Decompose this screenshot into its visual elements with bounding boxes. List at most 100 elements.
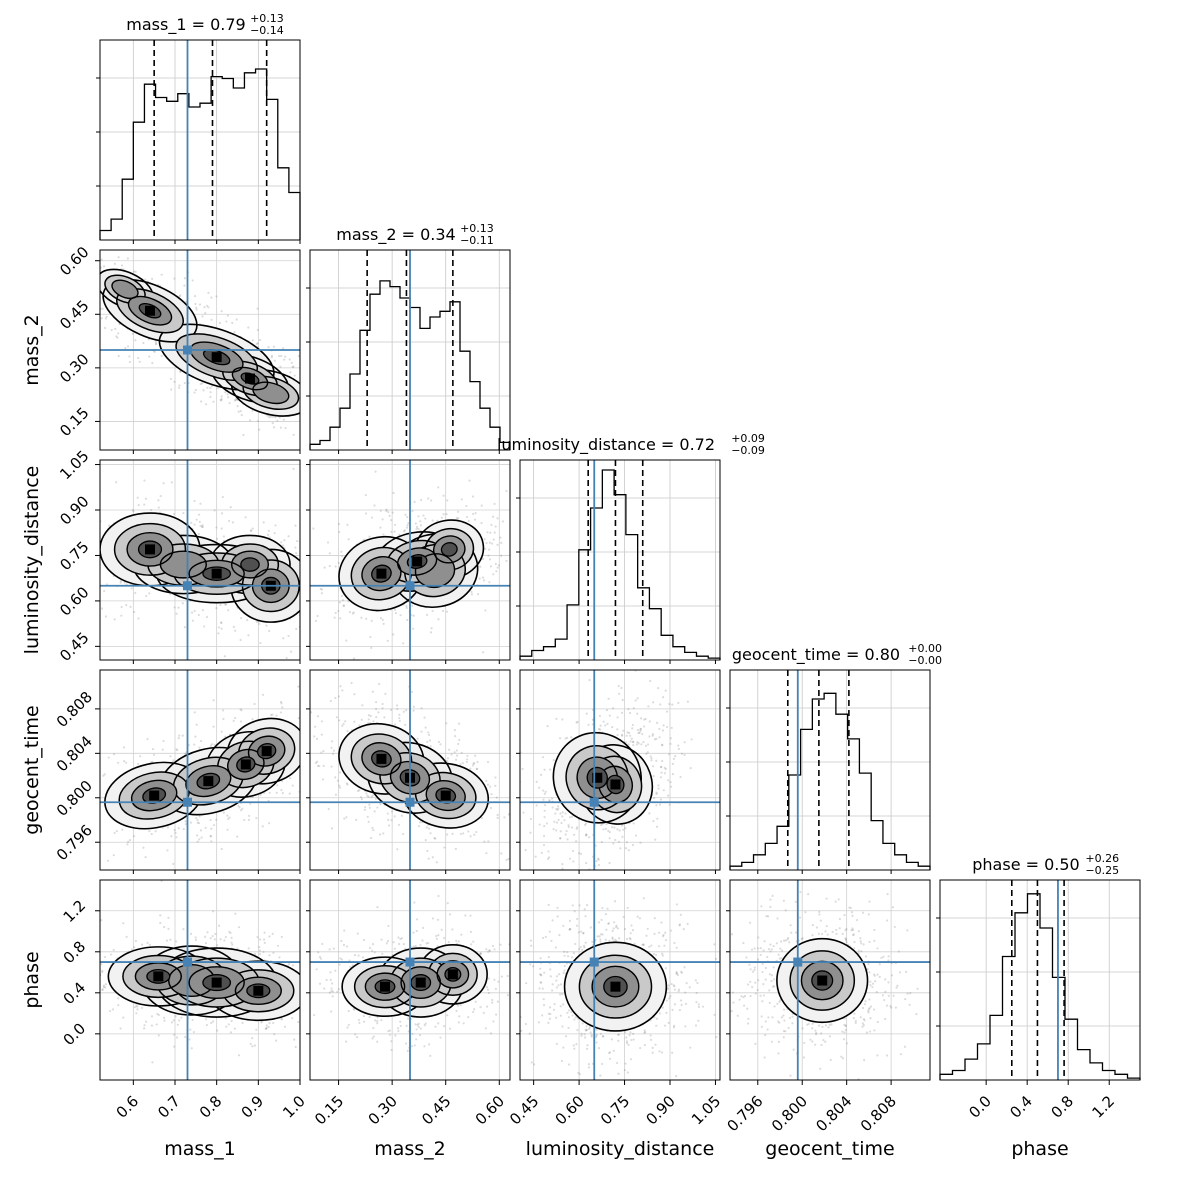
sample-point — [300, 732, 302, 734]
sample-point — [341, 599, 345, 602]
sample-point — [216, 537, 219, 540]
sample-point — [315, 737, 319, 740]
sample-point — [201, 315, 204, 318]
density-peak — [203, 776, 214, 787]
sample-point — [169, 377, 173, 381]
sample-point — [287, 634, 290, 638]
sample-point — [173, 512, 176, 516]
sample-point — [669, 742, 672, 745]
sample-point — [496, 517, 499, 520]
sample-point — [597, 863, 601, 867]
sample-point — [297, 716, 300, 720]
sample-point — [313, 556, 315, 558]
sample-point — [268, 935, 271, 938]
sample-point — [262, 521, 265, 524]
truth-marker — [589, 797, 599, 807]
sample-point — [198, 746, 201, 749]
sample-point — [204, 826, 207, 829]
sample-point — [655, 792, 658, 795]
sample-point — [587, 836, 591, 839]
sample-point — [96, 526, 98, 528]
sample-point — [495, 796, 498, 799]
density-peak — [245, 373, 255, 384]
sample-point — [424, 838, 427, 842]
sample-point — [290, 361, 293, 365]
sample-point — [512, 789, 514, 791]
sample-point — [113, 831, 116, 835]
sample-point — [422, 514, 425, 517]
sample-point — [465, 760, 468, 764]
sample-point — [583, 823, 587, 827]
sample-point — [644, 744, 648, 747]
sample-point — [415, 525, 419, 528]
contour-line — [399, 769, 421, 787]
sample-point — [79, 526, 81, 528]
sample-point — [584, 834, 588, 837]
sample-point — [338, 771, 342, 774]
sample-point — [221, 709, 225, 712]
sample-point — [132, 270, 136, 273]
sample-point — [492, 515, 495, 518]
sample-point — [280, 1017, 283, 1020]
sample-point — [203, 625, 206, 628]
sample-point — [542, 834, 546, 838]
sample-point — [90, 563, 92, 565]
sample-point — [256, 307, 259, 310]
sample-point — [223, 655, 226, 658]
sample-point — [500, 541, 503, 544]
sample-point — [128, 839, 132, 842]
sample-point — [545, 822, 548, 825]
sample-point — [426, 849, 429, 853]
sample-point — [659, 766, 663, 769]
sample-point — [204, 311, 207, 315]
sample-point — [352, 413, 354, 415]
sample-point — [220, 621, 223, 625]
sample-point — [627, 743, 630, 746]
sample-point — [340, 594, 343, 598]
contour-line — [116, 287, 184, 334]
sample-point — [370, 795, 373, 799]
sample-point — [303, 542, 305, 544]
sample-point — [177, 606, 180, 609]
sample-point — [256, 328, 259, 332]
sample-point — [671, 703, 674, 706]
sample-point — [639, 728, 642, 731]
sample-point — [334, 696, 337, 700]
sample-point — [144, 497, 148, 500]
density-peak — [240, 759, 251, 770]
sample-point — [220, 621, 223, 624]
sample-point — [412, 627, 415, 630]
sample-point — [501, 520, 505, 523]
sample-point — [87, 328, 89, 330]
sample-point — [220, 847, 223, 851]
sample-point — [429, 745, 432, 748]
sample-point — [105, 315, 108, 318]
sample-point — [353, 693, 356, 696]
sample-point — [622, 828, 625, 831]
density-blob — [442, 543, 456, 555]
sample-point — [461, 761, 464, 765]
sample-point — [649, 679, 652, 683]
sample-point — [216, 387, 219, 390]
sample-point — [363, 808, 366, 811]
sample-point — [213, 743, 216, 746]
sample-point — [513, 541, 515, 543]
sample-point — [486, 531, 489, 534]
sample-point — [136, 1005, 139, 1008]
sample-point — [549, 768, 552, 771]
sample-point — [93, 296, 95, 298]
sample-point — [564, 833, 567, 836]
sample-point — [280, 541, 283, 544]
contour-level-3 — [130, 735, 286, 812]
scatter-panel-luminosity_distance-vs-geocent_time — [519, 669, 721, 871]
sample-point — [313, 735, 316, 738]
sample-point — [488, 541, 492, 544]
sample-point — [353, 720, 356, 723]
sample-point — [310, 711, 313, 714]
sample-point — [267, 533, 270, 536]
sample-point — [631, 843, 635, 847]
sample-point — [122, 760, 126, 763]
sample-point — [551, 806, 554, 809]
sample-point — [146, 737, 149, 741]
sample-point — [312, 435, 314, 437]
